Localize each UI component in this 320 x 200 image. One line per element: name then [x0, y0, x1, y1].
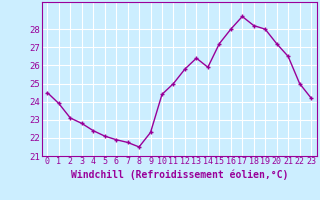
X-axis label: Windchill (Refroidissement éolien,°C): Windchill (Refroidissement éolien,°C) [70, 169, 288, 180]
